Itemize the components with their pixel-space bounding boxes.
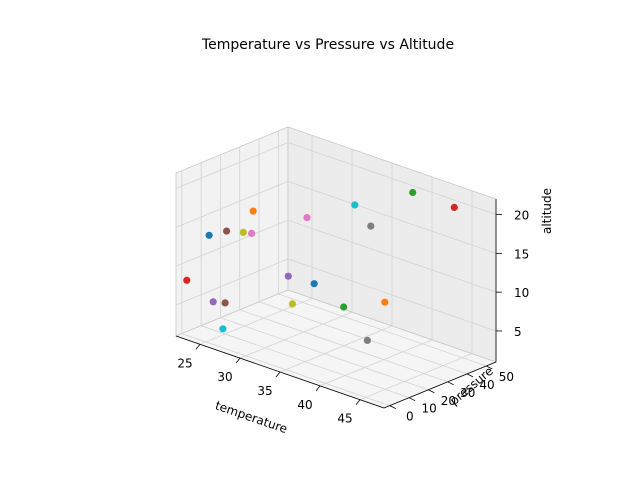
grid-line-z (175, 142, 497, 215)
data-point (409, 188, 417, 197)
data-point (310, 280, 318, 288)
data-point (248, 229, 256, 237)
data-point (363, 336, 371, 344)
data-point (288, 300, 296, 308)
data-point (381, 298, 389, 306)
x-axis-label: temperature (213, 398, 289, 436)
x-tick-label: 40 (297, 398, 312, 412)
data-point (209, 298, 217, 306)
y-tick-mark (389, 405, 396, 409)
data-point (340, 303, 348, 311)
grid-line-z (175, 258, 497, 332)
data-point (221, 299, 229, 307)
y-tick-label: 20 (441, 394, 456, 408)
data-point (183, 276, 191, 284)
x-tick-mark (195, 344, 201, 350)
data-point (205, 231, 213, 239)
z-tick-label: 15 (514, 247, 529, 261)
data-point (239, 228, 247, 236)
y-tick-mark (486, 365, 493, 370)
axes: 25 30 35 40 45 0 10 20 30 40 50 5 10 15 20 (175, 199, 529, 426)
data-point (450, 203, 458, 211)
data-point (303, 214, 311, 222)
x-tick-mark (315, 385, 321, 392)
y-tick-label: 50 (499, 370, 514, 384)
data-point (223, 227, 231, 235)
grid-lines (175, 130, 497, 406)
y-tick-label: 10 (421, 402, 436, 416)
x-tick-mark (275, 371, 281, 378)
y-tick-mark (408, 397, 416, 402)
chart-title: Temperature vs Pressure vs Altitude (201, 37, 454, 53)
data-point (219, 325, 227, 333)
y-tick-label: 40 (479, 378, 494, 392)
data-point (249, 207, 257, 215)
y-axis-line (383, 361, 497, 409)
z-axis-label: altitude (540, 188, 554, 234)
data-points (183, 188, 458, 344)
y-tick-mark (428, 389, 435, 394)
x-tick-label: 25 (177, 356, 192, 370)
x-tick-label: 45 (337, 412, 352, 426)
y-tick-label: 0 (406, 410, 414, 424)
data-point (367, 222, 375, 230)
data-point (351, 201, 359, 209)
z-tick-label: 20 (514, 209, 529, 223)
grid-line-z (175, 180, 497, 254)
y-tick-label: 30 (460, 386, 475, 400)
y-tick-mark (447, 381, 454, 386)
x-tick-mark (235, 357, 241, 364)
data-point (284, 272, 292, 280)
y-tick-mark (466, 373, 474, 378)
x-tick-label: 30 (217, 370, 232, 384)
z-tick-label: 10 (514, 286, 529, 300)
grid-line-z (175, 219, 497, 293)
x-tick-label: 35 (257, 384, 272, 398)
z-tick-label: 5 (514, 325, 522, 339)
x-tick-mark (355, 399, 361, 405)
